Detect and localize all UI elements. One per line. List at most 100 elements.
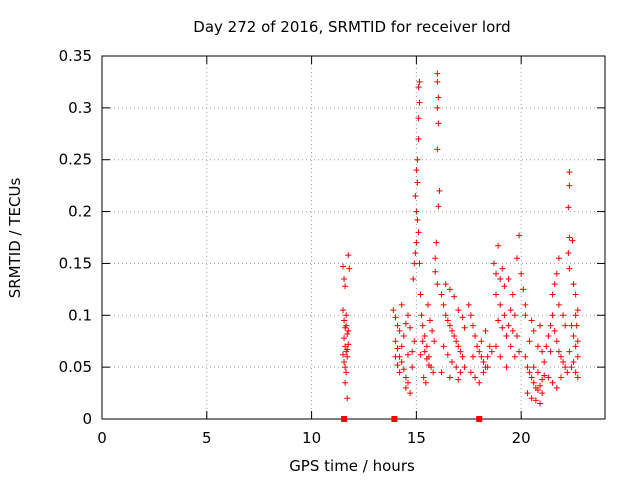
data-point — [444, 317, 451, 324]
data-point — [522, 312, 529, 319]
data-point — [394, 362, 401, 369]
y-tick-label: 0.3 — [68, 99, 92, 117]
data-point — [423, 343, 430, 350]
data-point — [534, 369, 541, 376]
data-point — [424, 301, 431, 308]
data-point — [411, 260, 418, 267]
data-point — [416, 99, 423, 106]
y-axis-label: SRMTID / TECUs — [6, 178, 24, 299]
data-point — [497, 353, 504, 360]
data-point — [569, 237, 576, 244]
data-point — [394, 345, 401, 352]
data-point — [419, 338, 426, 345]
data-point — [425, 362, 432, 369]
data-point — [566, 169, 573, 176]
data-point — [530, 379, 537, 386]
data-point — [412, 250, 419, 257]
data-point — [537, 382, 544, 389]
data-point — [341, 335, 348, 342]
data-point — [553, 384, 560, 391]
data-point — [410, 275, 417, 282]
data-point — [507, 343, 514, 350]
data-point — [415, 115, 422, 122]
y-tick-label: 0 — [82, 410, 92, 428]
data-point — [435, 203, 442, 210]
data-point — [343, 312, 350, 319]
data-point — [564, 369, 571, 376]
data-point — [539, 348, 546, 355]
data-point — [539, 376, 546, 383]
data-point — [438, 291, 445, 298]
zero-marker — [476, 416, 483, 422]
data-point — [417, 351, 424, 358]
data-point — [398, 301, 405, 308]
data-point — [420, 374, 427, 381]
data-point — [511, 312, 518, 319]
data-point — [469, 322, 476, 329]
data-point — [414, 156, 421, 163]
data-point — [416, 260, 423, 267]
data-point — [549, 312, 556, 319]
x-tick-labels: 0 5 10 15 20 — [97, 429, 530, 447]
data-point — [572, 291, 579, 298]
plot-frame — [101, 55, 606, 420]
data-point — [503, 364, 510, 371]
data-point — [432, 268, 439, 275]
data-point — [421, 348, 428, 355]
data-point — [392, 314, 399, 321]
data-point — [573, 322, 580, 329]
data-point — [431, 338, 438, 345]
y-tick-label: 0.05 — [59, 358, 92, 376]
data-point — [526, 369, 533, 376]
data-point — [415, 229, 422, 236]
data-point — [342, 364, 349, 371]
data-point — [482, 327, 489, 334]
zero-marker — [341, 416, 348, 422]
data-point — [493, 343, 500, 350]
data-point — [409, 348, 416, 355]
data-point — [497, 275, 504, 282]
data-point — [459, 314, 466, 321]
data-point — [415, 84, 422, 91]
data-point — [570, 333, 577, 340]
data-point — [526, 338, 533, 345]
data-point — [444, 351, 451, 358]
data-point — [400, 333, 407, 340]
data-point — [343, 369, 350, 376]
data-point — [553, 338, 560, 345]
data-point — [398, 358, 405, 365]
data-point — [532, 397, 539, 404]
data-point — [495, 317, 502, 324]
data-point — [560, 312, 567, 319]
data-point — [557, 353, 564, 360]
data-point — [572, 312, 579, 319]
data-point — [543, 343, 550, 350]
y-tick-labels: 0 0.05 0.1 0.15 0.2 0.25 0.3 0.35 — [59, 47, 92, 428]
data-point — [438, 369, 445, 376]
y-tick-label: 0.25 — [59, 151, 92, 169]
data-point — [478, 338, 485, 345]
data-points — [340, 70, 581, 407]
zero-value-markers — [341, 416, 483, 422]
data-point — [415, 135, 422, 142]
data-point — [434, 281, 441, 288]
data-point — [434, 70, 441, 77]
data-point — [398, 343, 405, 350]
data-point — [340, 307, 347, 314]
y-tick-label: 0.1 — [68, 306, 92, 324]
data-point — [451, 333, 458, 340]
data-point — [340, 263, 347, 270]
data-point — [553, 270, 560, 277]
data-point — [457, 369, 464, 376]
data-point — [446, 374, 453, 381]
data-point — [493, 270, 500, 277]
data-point — [484, 353, 491, 360]
data-point — [467, 312, 474, 319]
data-point — [572, 343, 579, 350]
data-point — [570, 281, 577, 288]
data-point — [505, 275, 512, 282]
data-point — [541, 372, 548, 379]
data-point — [528, 317, 535, 324]
data-point — [340, 351, 347, 358]
